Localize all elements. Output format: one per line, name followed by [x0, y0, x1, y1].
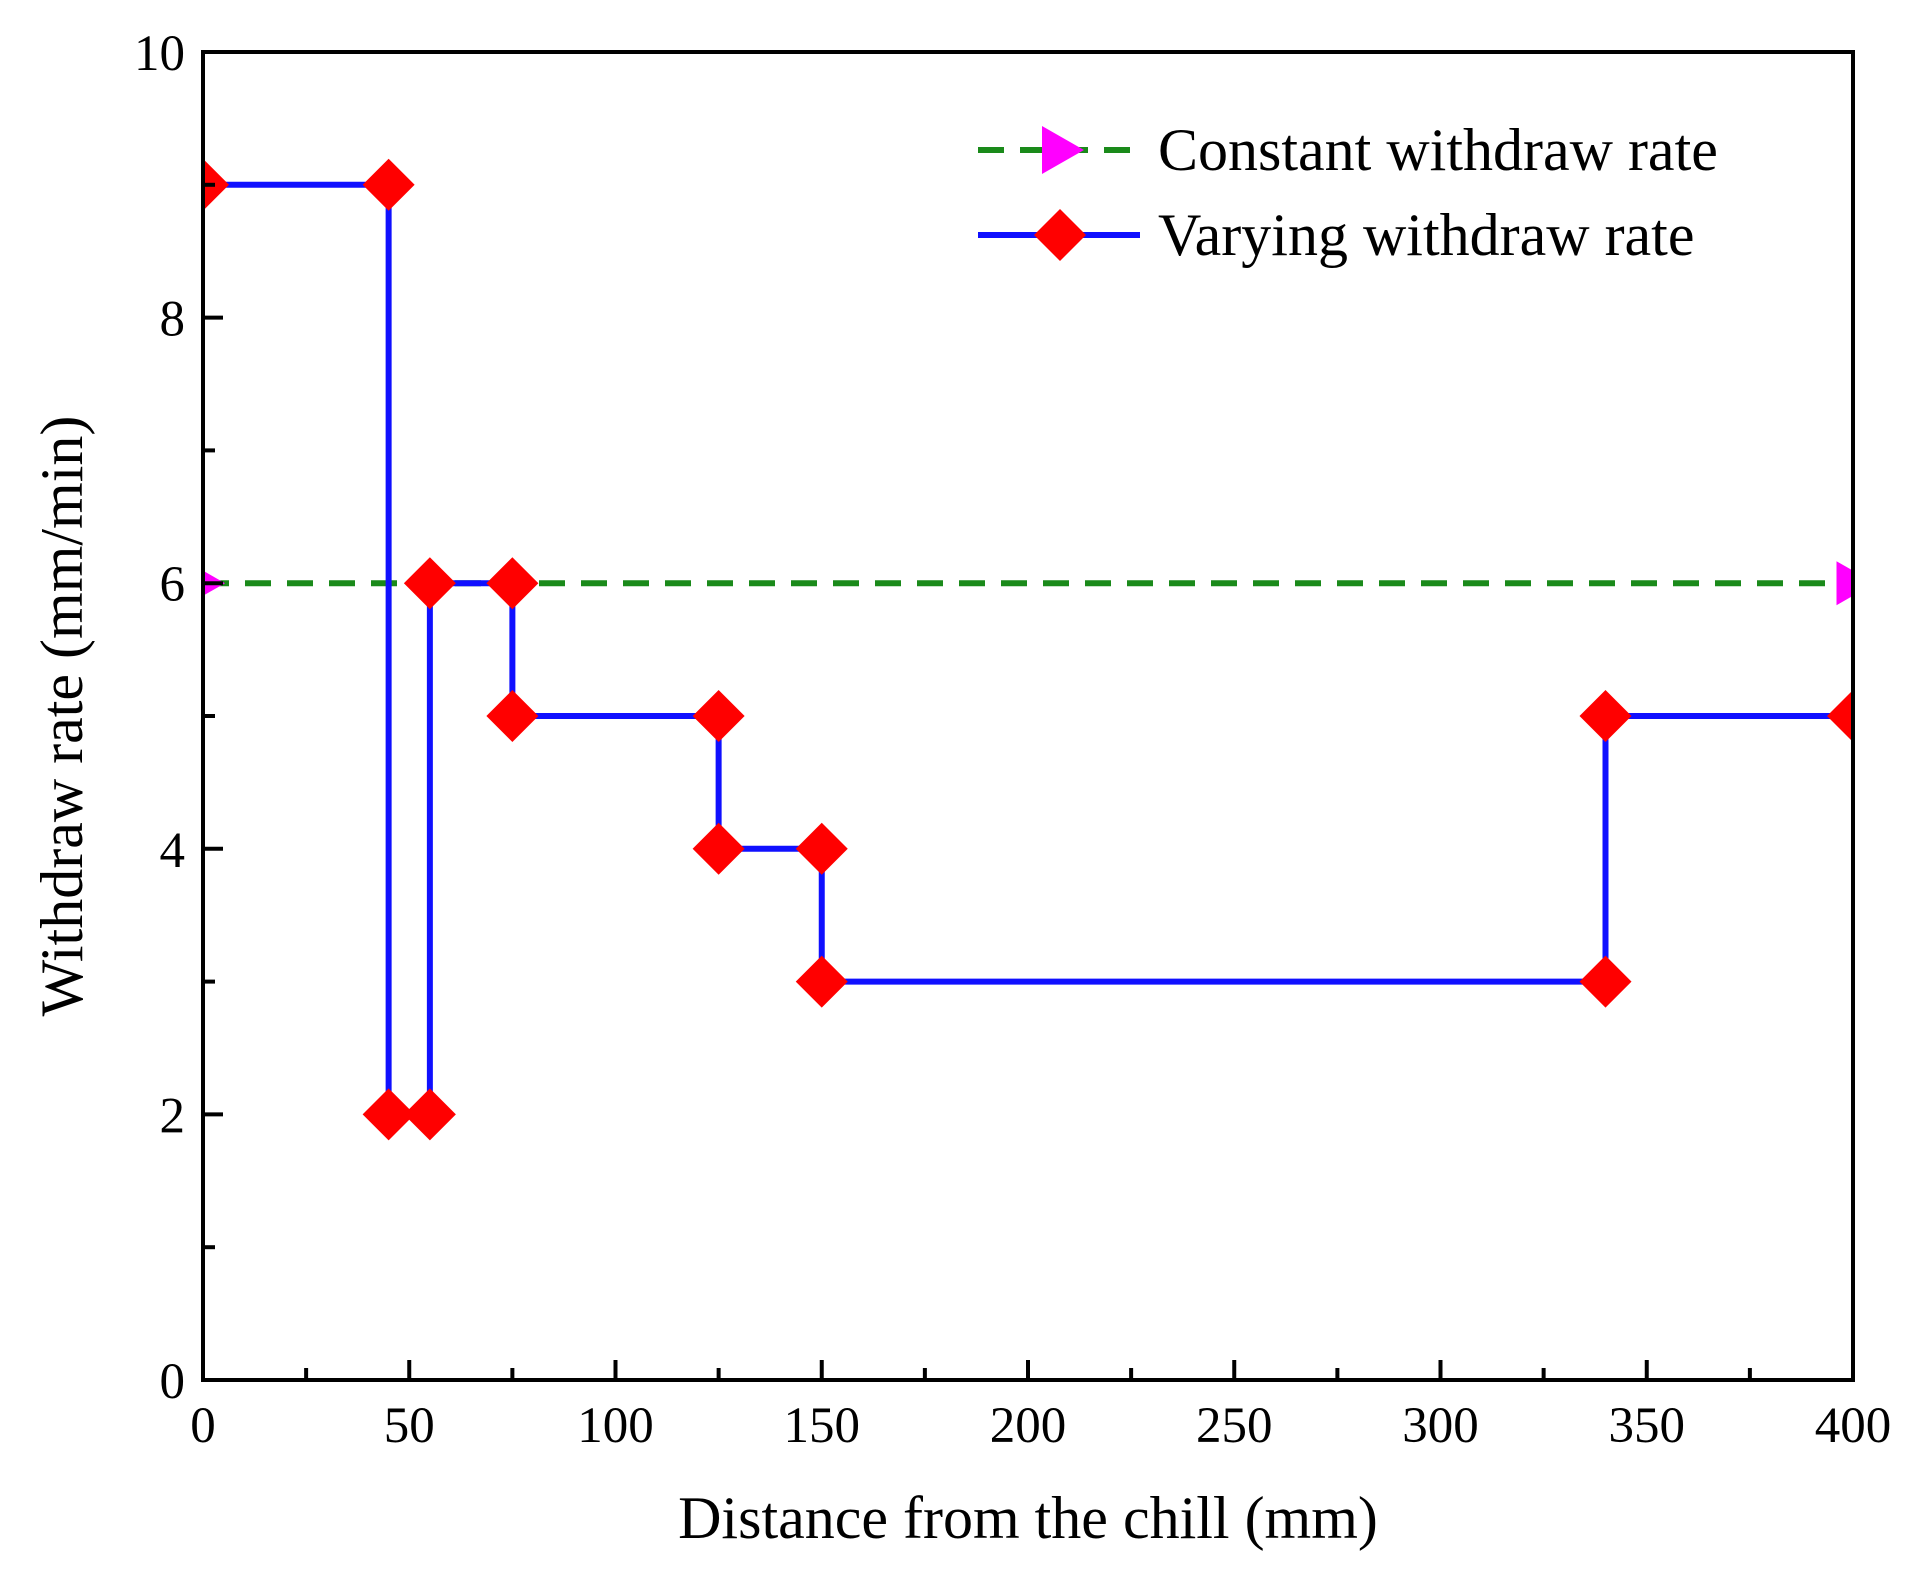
marker-varying-3: [403, 1088, 456, 1141]
marker-varying-5: [486, 557, 539, 610]
y-tick-label: 4: [160, 823, 186, 879]
legend-item-constant: Constant withdraw rate: [978, 117, 1718, 183]
x-tick-label: 50: [384, 1398, 435, 1454]
y-axis-title: Withdraw rate (mm/min): [29, 416, 95, 1017]
legend-label-constant: Constant withdraw rate: [1158, 117, 1718, 183]
plot-area: [203, 158, 1853, 1141]
marker-constant-1: [1836, 561, 1853, 606]
x-tick-label: 300: [1402, 1398, 1479, 1454]
axes: 0 50 100 150 200 250 300 350 400 0 2 4 6 8 10: [134, 26, 1891, 1454]
legend-swatch-constant-marker: [1042, 126, 1084, 174]
marker-varying-10: [795, 955, 848, 1008]
marker-varying-4: [403, 557, 456, 610]
x-axis-title: Distance from the chill (mm): [678, 1485, 1378, 1551]
x-tick-label: 0: [190, 1398, 216, 1454]
marker-varying-2: [362, 1088, 415, 1141]
y-tick-label: 6: [160, 557, 186, 613]
x-tick-label: 400: [1815, 1398, 1892, 1454]
x-tick-label: 100: [577, 1398, 654, 1454]
marker-varying-7: [692, 690, 745, 742]
x-tick-label: 200: [990, 1398, 1067, 1454]
legend-item-varying: Varying withdraw rate: [978, 202, 1694, 268]
marker-varying-8: [692, 822, 745, 875]
marker-varying-11: [1579, 955, 1632, 1008]
legend: Constant withdraw rate Varying withdraw …: [978, 117, 1718, 268]
marker-varying-13: [1827, 690, 1853, 742]
x-tick-label: 250: [1196, 1398, 1273, 1454]
y-tick-label: 10: [134, 26, 185, 82]
y-tick-label: 8: [160, 292, 186, 348]
y-tick-label: 0: [160, 1354, 186, 1410]
y-tick-label: 2: [160, 1088, 186, 1144]
marker-varying-0: [203, 158, 229, 211]
marker-varying-6: [486, 690, 539, 742]
marker-varying-9: [795, 822, 848, 875]
marker-varying-12: [1579, 690, 1632, 742]
plot-clipped-group: [203, 158, 1853, 1141]
x-tick-label: 150: [784, 1398, 861, 1454]
marker-varying-1: [362, 158, 415, 211]
legend-swatch-varying-marker: [1034, 209, 1086, 261]
legend-label-varying: Varying withdraw rate: [1158, 202, 1694, 268]
x-tick-label: 350: [1609, 1398, 1686, 1454]
